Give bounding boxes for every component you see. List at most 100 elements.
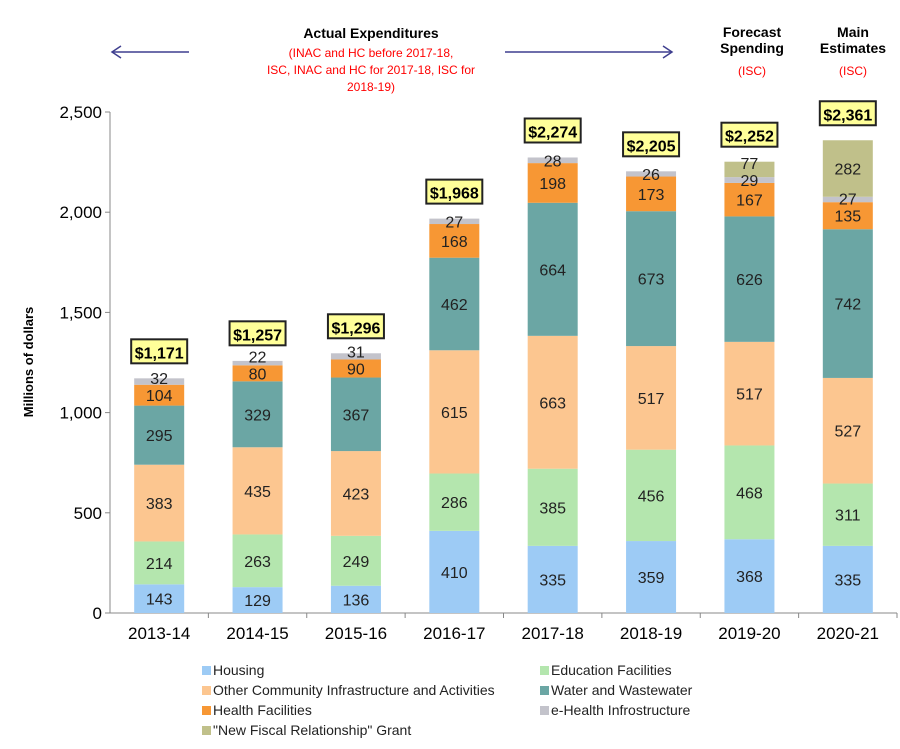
main-estimates-sub: (ISC) bbox=[839, 64, 867, 78]
bar-segment bbox=[232, 365, 283, 382]
legend-label: Health Facilities bbox=[213, 702, 312, 718]
bar-segment bbox=[724, 341, 775, 446]
data-label: 26 bbox=[642, 167, 660, 184]
legend-item: e-Health Infrostructure bbox=[540, 702, 690, 718]
total-label: $2,361 bbox=[818, 100, 877, 127]
bar-segment bbox=[134, 464, 185, 542]
data-label: 664 bbox=[539, 262, 566, 279]
bar-segment bbox=[724, 445, 775, 540]
legend-swatch bbox=[202, 706, 211, 715]
data-label: 742 bbox=[834, 297, 861, 314]
bar-segment bbox=[232, 381, 283, 448]
legend-swatch bbox=[540, 666, 549, 675]
y-tick-label: 1,000 bbox=[59, 404, 102, 423]
data-label: 462 bbox=[441, 297, 468, 314]
bar-segment bbox=[724, 216, 775, 342]
svg-text:$2,274: $2,274 bbox=[528, 124, 577, 141]
data-label: 249 bbox=[343, 554, 370, 571]
bar-segment bbox=[232, 360, 283, 366]
legend-label: Education Facilities bbox=[551, 662, 672, 678]
y-tick-label: 2,500 bbox=[59, 103, 102, 122]
bar-segment bbox=[527, 163, 578, 203]
bar-segment bbox=[330, 353, 381, 360]
data-label: 136 bbox=[343, 592, 370, 609]
bar-segment bbox=[527, 468, 578, 546]
data-label: 27 bbox=[839, 192, 857, 209]
x-tick-label: 2019-20 bbox=[718, 624, 780, 643]
legend-label: Water and Wastewater bbox=[551, 682, 693, 698]
svg-text:$1,968: $1,968 bbox=[430, 186, 479, 203]
data-label: 77 bbox=[741, 156, 759, 173]
legend-swatch bbox=[202, 686, 211, 695]
bar-segment bbox=[134, 405, 185, 465]
bar-segment bbox=[330, 377, 381, 452]
legend-label: Other Community Infrastructure and Activ… bbox=[213, 682, 495, 698]
x-tick-label: 2016-17 bbox=[423, 624, 485, 643]
legend-label: e-Health Infrostructure bbox=[551, 702, 690, 718]
bar-segment bbox=[822, 202, 873, 230]
y-tick-label: 2,000 bbox=[59, 203, 102, 222]
bar-segment bbox=[822, 196, 873, 203]
bar-segment bbox=[527, 335, 578, 469]
y-tick-label: 1,500 bbox=[59, 303, 102, 322]
bar-segment bbox=[429, 473, 480, 531]
svg-text:$1,296: $1,296 bbox=[331, 320, 380, 337]
legend-item: Other Community Infrastructure and Activ… bbox=[202, 682, 495, 698]
bar-segment bbox=[626, 176, 677, 212]
svg-text:$2,205: $2,205 bbox=[627, 138, 676, 155]
data-label: 626 bbox=[736, 272, 763, 289]
bar-segment bbox=[134, 384, 185, 406]
legend-item: "New Fiscal Relationship" Grant bbox=[202, 722, 411, 738]
data-label: 104 bbox=[146, 388, 173, 405]
data-label: 167 bbox=[736, 193, 763, 210]
bar-segment bbox=[134, 378, 185, 385]
x-tick-label: 2020-21 bbox=[817, 624, 879, 643]
data-label: 311 bbox=[835, 508, 861, 525]
data-label: 368 bbox=[736, 569, 763, 586]
data-label: 527 bbox=[834, 424, 861, 441]
legend-label: "New Fiscal Relationship" Grant bbox=[213, 722, 411, 738]
y-axis-label: Millions of dollars bbox=[21, 307, 36, 418]
data-label: 80 bbox=[249, 366, 267, 383]
data-label: 359 bbox=[638, 570, 665, 587]
svg-text:$2,361: $2,361 bbox=[823, 107, 872, 124]
legend-swatch bbox=[202, 666, 211, 675]
bar-segment bbox=[822, 229, 873, 378]
bar-segment bbox=[429, 218, 480, 225]
data-label: 410 bbox=[441, 565, 468, 582]
data-label: 282 bbox=[834, 162, 861, 179]
bar-segment bbox=[626, 449, 677, 542]
data-label: 673 bbox=[638, 272, 665, 289]
data-label: 456 bbox=[638, 488, 665, 505]
data-label: 435 bbox=[244, 484, 271, 501]
legend-item: Health Facilities bbox=[202, 702, 312, 718]
svg-text:$1,257: $1,257 bbox=[233, 327, 282, 344]
actual-expenditures-sub-3: 2018-19) bbox=[347, 80, 395, 94]
x-tick-label: 2014-15 bbox=[226, 624, 288, 643]
data-label: 31 bbox=[347, 345, 365, 362]
total-label: $2,274 bbox=[523, 117, 582, 144]
data-label: 286 bbox=[441, 495, 468, 512]
data-label: 129 bbox=[244, 593, 271, 610]
data-label: 29 bbox=[741, 173, 759, 190]
bar-segment bbox=[232, 534, 283, 588]
total-label: $1,257 bbox=[228, 320, 287, 347]
data-label: 27 bbox=[445, 214, 463, 231]
legend-item: Water and Wastewater bbox=[540, 682, 693, 698]
total-label: $1,296 bbox=[326, 313, 385, 340]
data-label: 32 bbox=[150, 371, 168, 388]
data-label: 295 bbox=[146, 428, 173, 445]
y-tick-label: 500 bbox=[74, 504, 102, 523]
bar-segment bbox=[527, 545, 578, 613]
total-label: $1,968 bbox=[425, 178, 484, 205]
data-label: 28 bbox=[544, 153, 562, 170]
data-label: 135 bbox=[834, 209, 861, 226]
bar-segment bbox=[822, 483, 873, 546]
bar-segment bbox=[724, 177, 775, 183]
data-label: 335 bbox=[834, 572, 861, 589]
data-label: 143 bbox=[146, 592, 173, 609]
bar-segment bbox=[724, 182, 775, 217]
bar-segment bbox=[232, 447, 283, 535]
